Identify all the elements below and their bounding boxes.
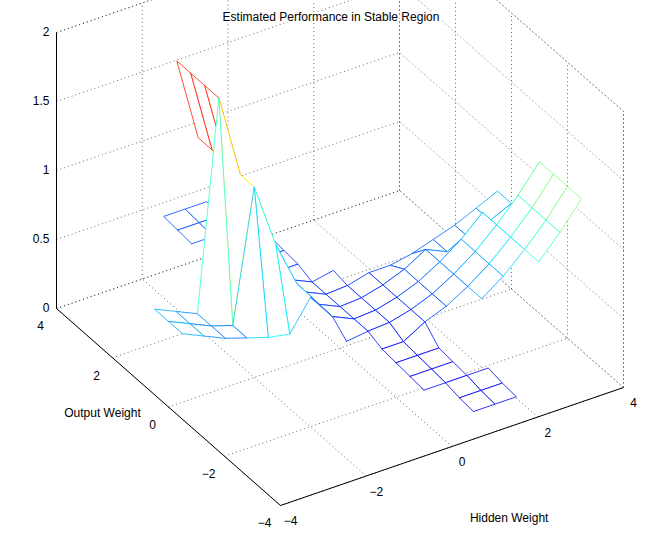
svg-text:Hidden Weight: Hidden Weight (470, 511, 549, 525)
svg-text:0.5: 0.5 (33, 232, 50, 246)
svg-text:2: 2 (544, 426, 551, 440)
svg-text:−4: −4 (258, 516, 272, 530)
svg-text:0: 0 (43, 301, 50, 315)
svg-text:Output Weight: Output Weight (64, 406, 141, 420)
svg-text:4: 4 (37, 319, 44, 333)
svg-text:1: 1 (43, 163, 50, 177)
svg-text:2: 2 (43, 25, 50, 39)
svg-text:0: 0 (149, 418, 156, 432)
svg-text:−2: −2 (369, 485, 383, 499)
svg-text:−2: −2 (202, 467, 216, 481)
svg-text:Estimated Performance in Stabl: Estimated Performance in Stable Region (223, 10, 440, 24)
svg-text:0: 0 (459, 455, 466, 469)
svg-text:2: 2 (93, 369, 100, 383)
svg-text:1.5: 1.5 (33, 94, 50, 108)
svg-text:−4: −4 (284, 514, 298, 528)
svg-text:4: 4 (630, 396, 637, 410)
